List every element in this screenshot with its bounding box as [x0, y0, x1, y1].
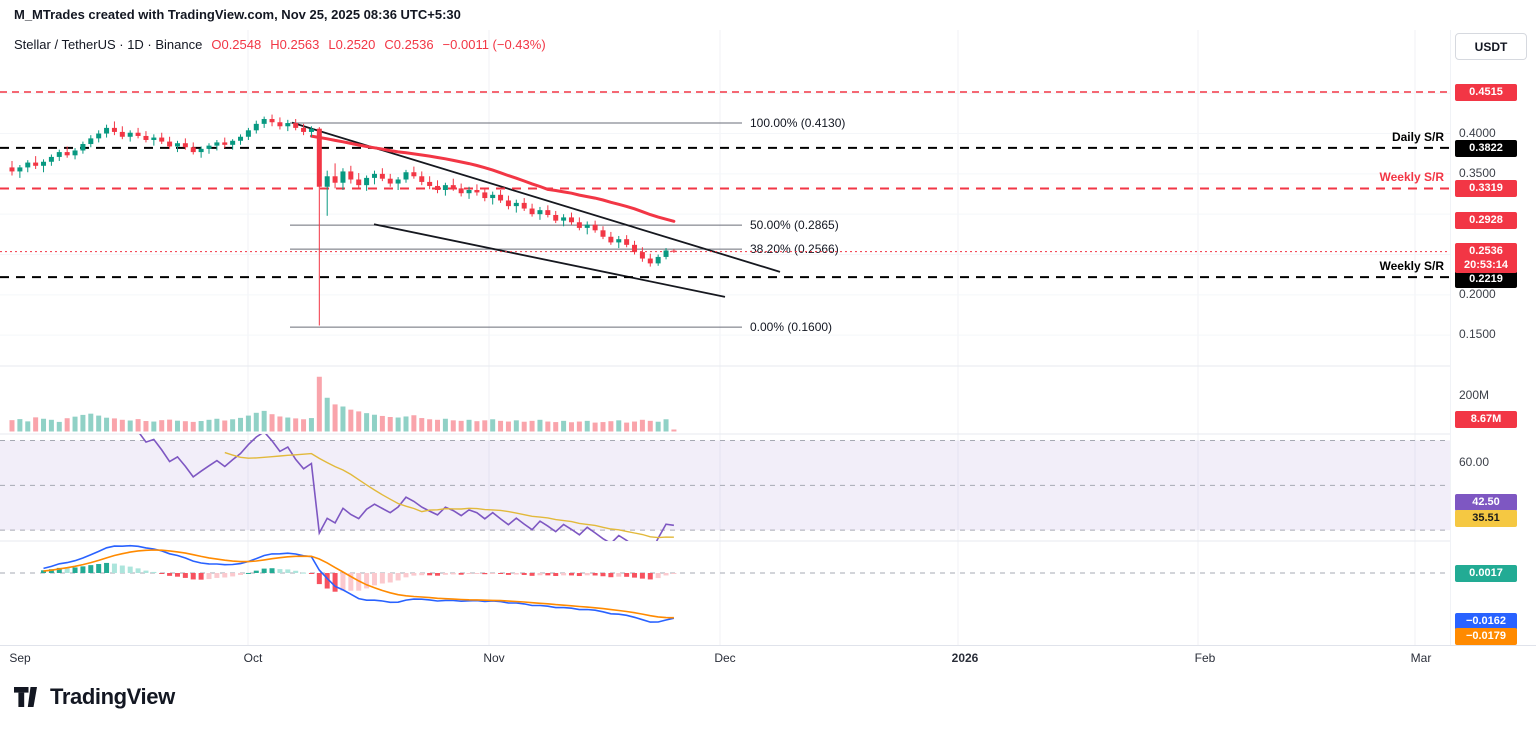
rsi-indicator — [139, 434, 675, 541]
sr-level-label[interactable]: Weekly S/R — [1379, 170, 1444, 184]
ohlc-close: C0.2536 — [384, 37, 434, 52]
macd-signal-badge: −0.0179 — [1455, 627, 1517, 645]
ohlc-low: L0.2520 — [328, 37, 376, 52]
axis-tick-label: 0.4000 — [1459, 125, 1496, 140]
price-badge-weekly-sr-upper: 0.3319 — [1455, 179, 1517, 197]
fib-retracement-drawing[interactable]: 100.00% (0.4130) 50.00% (0.2865) 38.20% (0… — [290, 116, 845, 334]
macd-line-badge: −0.0162 — [1455, 612, 1517, 630]
fib-level-label[interactable]: 0.00% (0.1600) — [750, 320, 832, 334]
rsi-badge: 42.50 — [1455, 493, 1517, 511]
volume-badge: 8.67M — [1455, 410, 1517, 428]
time-axis-label: Nov — [483, 651, 505, 665]
price-badge-0-4515: 0.4515 — [1455, 83, 1517, 101]
rsi-bands — [0, 439, 1450, 574]
volume-series — [9, 376, 677, 432]
axis-tick-label: 0.3500 — [1459, 165, 1496, 180]
fib-level-label[interactable]: 50.00% (0.2865) — [750, 218, 839, 232]
price-badge-sma: 0.2928 — [1455, 211, 1517, 229]
time-axis-label: Mar — [1410, 651, 1432, 665]
fib-level-label[interactable]: 100.00% (0.4130) — [750, 116, 845, 130]
grid-lines — [0, 30, 1450, 645]
candlestick-series — [9, 114, 677, 326]
sr-level-label[interactable]: Daily S/R — [1391, 130, 1444, 144]
axis-tick-label: 60.00 — [1459, 455, 1490, 469]
sr-level-label[interactable]: Weekly S/R — [1379, 259, 1444, 273]
fib-level-label[interactable]: 38.20% (0.2566) — [750, 242, 839, 256]
ohlc-change: −0.0011 (−0.43%) — [442, 37, 546, 52]
time-axis-label: 2026 — [951, 651, 979, 665]
current-price-countdown-badge: 0.2536 20:53:14 — [1455, 243, 1517, 273]
tradingview-glyph-icon — [14, 687, 37, 707]
attribution-text: M_MTrades created with TradingView.com, … — [14, 7, 461, 22]
main-chart-canvas[interactable]: 100.00% (0.4130) 50.00% (0.2865) 38.20% (0… — [0, 30, 1450, 645]
macd-hist-badge: 0.0017 — [1455, 564, 1517, 582]
axis-tick-label: 0.2000 — [1459, 286, 1496, 301]
time-axis-label: Sep — [9, 651, 31, 665]
rsi-ma-badge: 35.51 — [1455, 509, 1517, 527]
tradingview-wordmark: TradingView — [50, 684, 175, 709]
price-badge-daily-sr: 0.3822 — [1455, 139, 1517, 157]
currency-toggle-button[interactable]: USDT — [1455, 33, 1527, 60]
price-badge-weekly-sr-lower: 0.2219 — [1455, 270, 1517, 288]
sma-overlay-line[interactable] — [309, 134, 676, 223]
axis-tick-label: 200M — [1459, 388, 1490, 402]
tradingview-logo[interactable]: TradingView — [14, 684, 175, 710]
axis-tick-label: 0.1500 — [1459, 327, 1496, 342]
ohlc-high: H0.2563 — [270, 37, 320, 52]
time-axis[interactable]: Sep Oct Nov Dec 2026 Feb Mar — [0, 645, 1536, 672]
macd-indicator — [41, 544, 677, 623]
price-axis[interactable]: 0.4000 0.3500 0.2000 0.1500 200M 60.00 0.4515 0… — [1450, 30, 1536, 645]
time-axis-label: Dec — [714, 651, 736, 665]
symbol-legend: Stellar / TetherUS · 1D · Binance O0.2548… — [14, 37, 546, 52]
time-axis-label: Oct — [243, 651, 263, 665]
ohlc-open: O0.2548 — [211, 37, 262, 52]
support-resistance-lines[interactable] — [0, 91, 1450, 279]
symbol-title[interactable]: Stellar / TetherUS · 1D · Binance — [14, 37, 203, 52]
time-axis-label: Feb — [1194, 651, 1216, 665]
